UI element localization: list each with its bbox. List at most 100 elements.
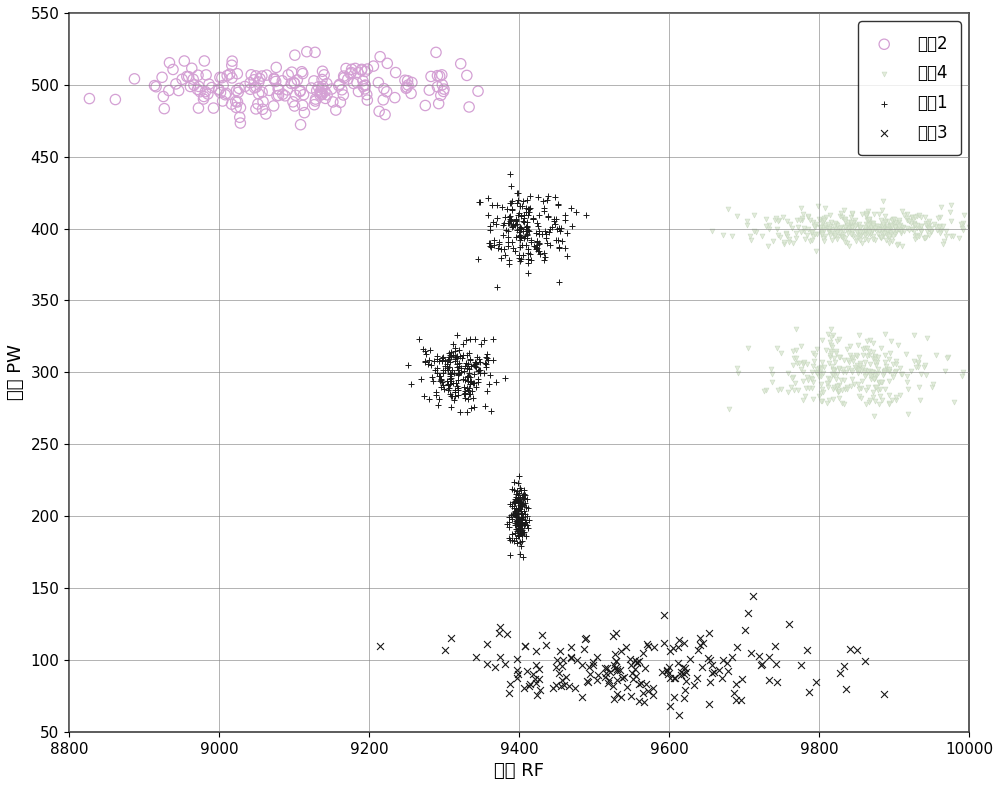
雷达4 [843, 223, 859, 235]
雷达2 [271, 83, 287, 95]
雷达1 [531, 237, 547, 249]
雷达4 [861, 212, 877, 225]
雷达1 [468, 381, 484, 394]
雷达4 [883, 334, 899, 347]
雷达2 [432, 70, 448, 83]
雷达1 [411, 333, 427, 345]
雷达3 [768, 658, 784, 671]
雷达1 [513, 500, 529, 512]
雷达4 [764, 368, 780, 381]
雷达1 [489, 198, 505, 211]
雷达1 [505, 218, 521, 231]
雷达3 [666, 690, 682, 703]
雷达2 [295, 68, 311, 80]
雷达4 [871, 224, 887, 236]
雷达1 [430, 398, 446, 411]
雷达4 [852, 234, 868, 246]
雷达4 [889, 238, 905, 251]
雷达1 [443, 371, 459, 384]
雷达1 [510, 519, 526, 532]
雷达4 [882, 347, 898, 360]
雷达2 [222, 68, 238, 80]
雷达3 [637, 662, 653, 674]
雷达1 [506, 476, 522, 489]
雷达4 [867, 356, 883, 368]
雷达1 [501, 210, 517, 223]
雷达4 [852, 229, 868, 242]
雷达1 [531, 227, 547, 240]
雷达4 [839, 236, 855, 249]
雷达1 [457, 386, 473, 399]
雷达1 [511, 529, 527, 541]
雷达4 [876, 227, 892, 240]
雷达4 [863, 227, 879, 239]
雷达1 [434, 375, 450, 388]
雷达1 [461, 367, 477, 379]
雷达4 [829, 219, 845, 231]
雷达1 [486, 234, 502, 246]
雷达4 [837, 220, 853, 233]
雷达4 [846, 378, 862, 390]
雷达1 [507, 495, 523, 508]
雷达4 [827, 229, 843, 242]
雷达1 [445, 338, 461, 350]
雷达1 [453, 366, 469, 379]
雷达1 [417, 356, 433, 368]
雷达1 [510, 491, 526, 504]
雷达1 [437, 355, 453, 368]
雷达1 [512, 527, 528, 540]
雷达3 [522, 678, 538, 690]
雷达4 [769, 223, 785, 235]
雷达4 [839, 380, 855, 393]
雷达4 [826, 368, 842, 381]
雷达4 [819, 376, 835, 389]
雷达1 [521, 224, 537, 237]
雷达4 [861, 345, 877, 357]
雷达1 [437, 364, 453, 376]
雷达2 [181, 70, 197, 83]
雷达1 [519, 228, 535, 241]
雷达4 [900, 382, 916, 395]
雷达1 [513, 253, 529, 265]
雷达2 [433, 89, 449, 102]
雷达4 [835, 363, 851, 375]
雷达1 [471, 196, 487, 209]
雷达4 [835, 224, 851, 236]
雷达4 [821, 224, 837, 236]
雷达1 [549, 223, 565, 235]
雷达4 [843, 216, 859, 228]
雷达2 [371, 105, 387, 117]
雷达4 [909, 222, 925, 235]
雷达4 [890, 238, 906, 250]
雷达3 [801, 685, 817, 698]
雷达1 [501, 531, 517, 544]
雷达4 [891, 216, 907, 228]
雷达1 [544, 220, 560, 233]
雷达1 [515, 215, 531, 227]
雷达4 [870, 227, 886, 240]
雷达4 [852, 221, 868, 234]
雷达1 [437, 360, 453, 372]
雷达4 [836, 204, 852, 216]
雷达1 [537, 251, 553, 264]
雷达1 [447, 345, 463, 357]
雷达4 [866, 368, 882, 381]
雷达4 [863, 369, 879, 382]
雷达1 [512, 229, 528, 242]
雷达4 [954, 222, 970, 235]
雷达4 [811, 390, 827, 402]
雷达1 [479, 352, 495, 364]
雷达3 [639, 637, 655, 650]
雷达1 [495, 228, 511, 241]
雷达1 [520, 253, 536, 265]
雷达3 [608, 655, 624, 667]
雷达1 [449, 360, 465, 373]
雷达1 [440, 384, 456, 397]
雷达2 [274, 75, 290, 87]
雷达1 [531, 245, 547, 257]
雷达4 [878, 227, 894, 239]
雷达4 [814, 382, 830, 395]
雷达4 [928, 220, 944, 232]
雷达4 [829, 380, 845, 393]
雷达1 [509, 514, 525, 527]
